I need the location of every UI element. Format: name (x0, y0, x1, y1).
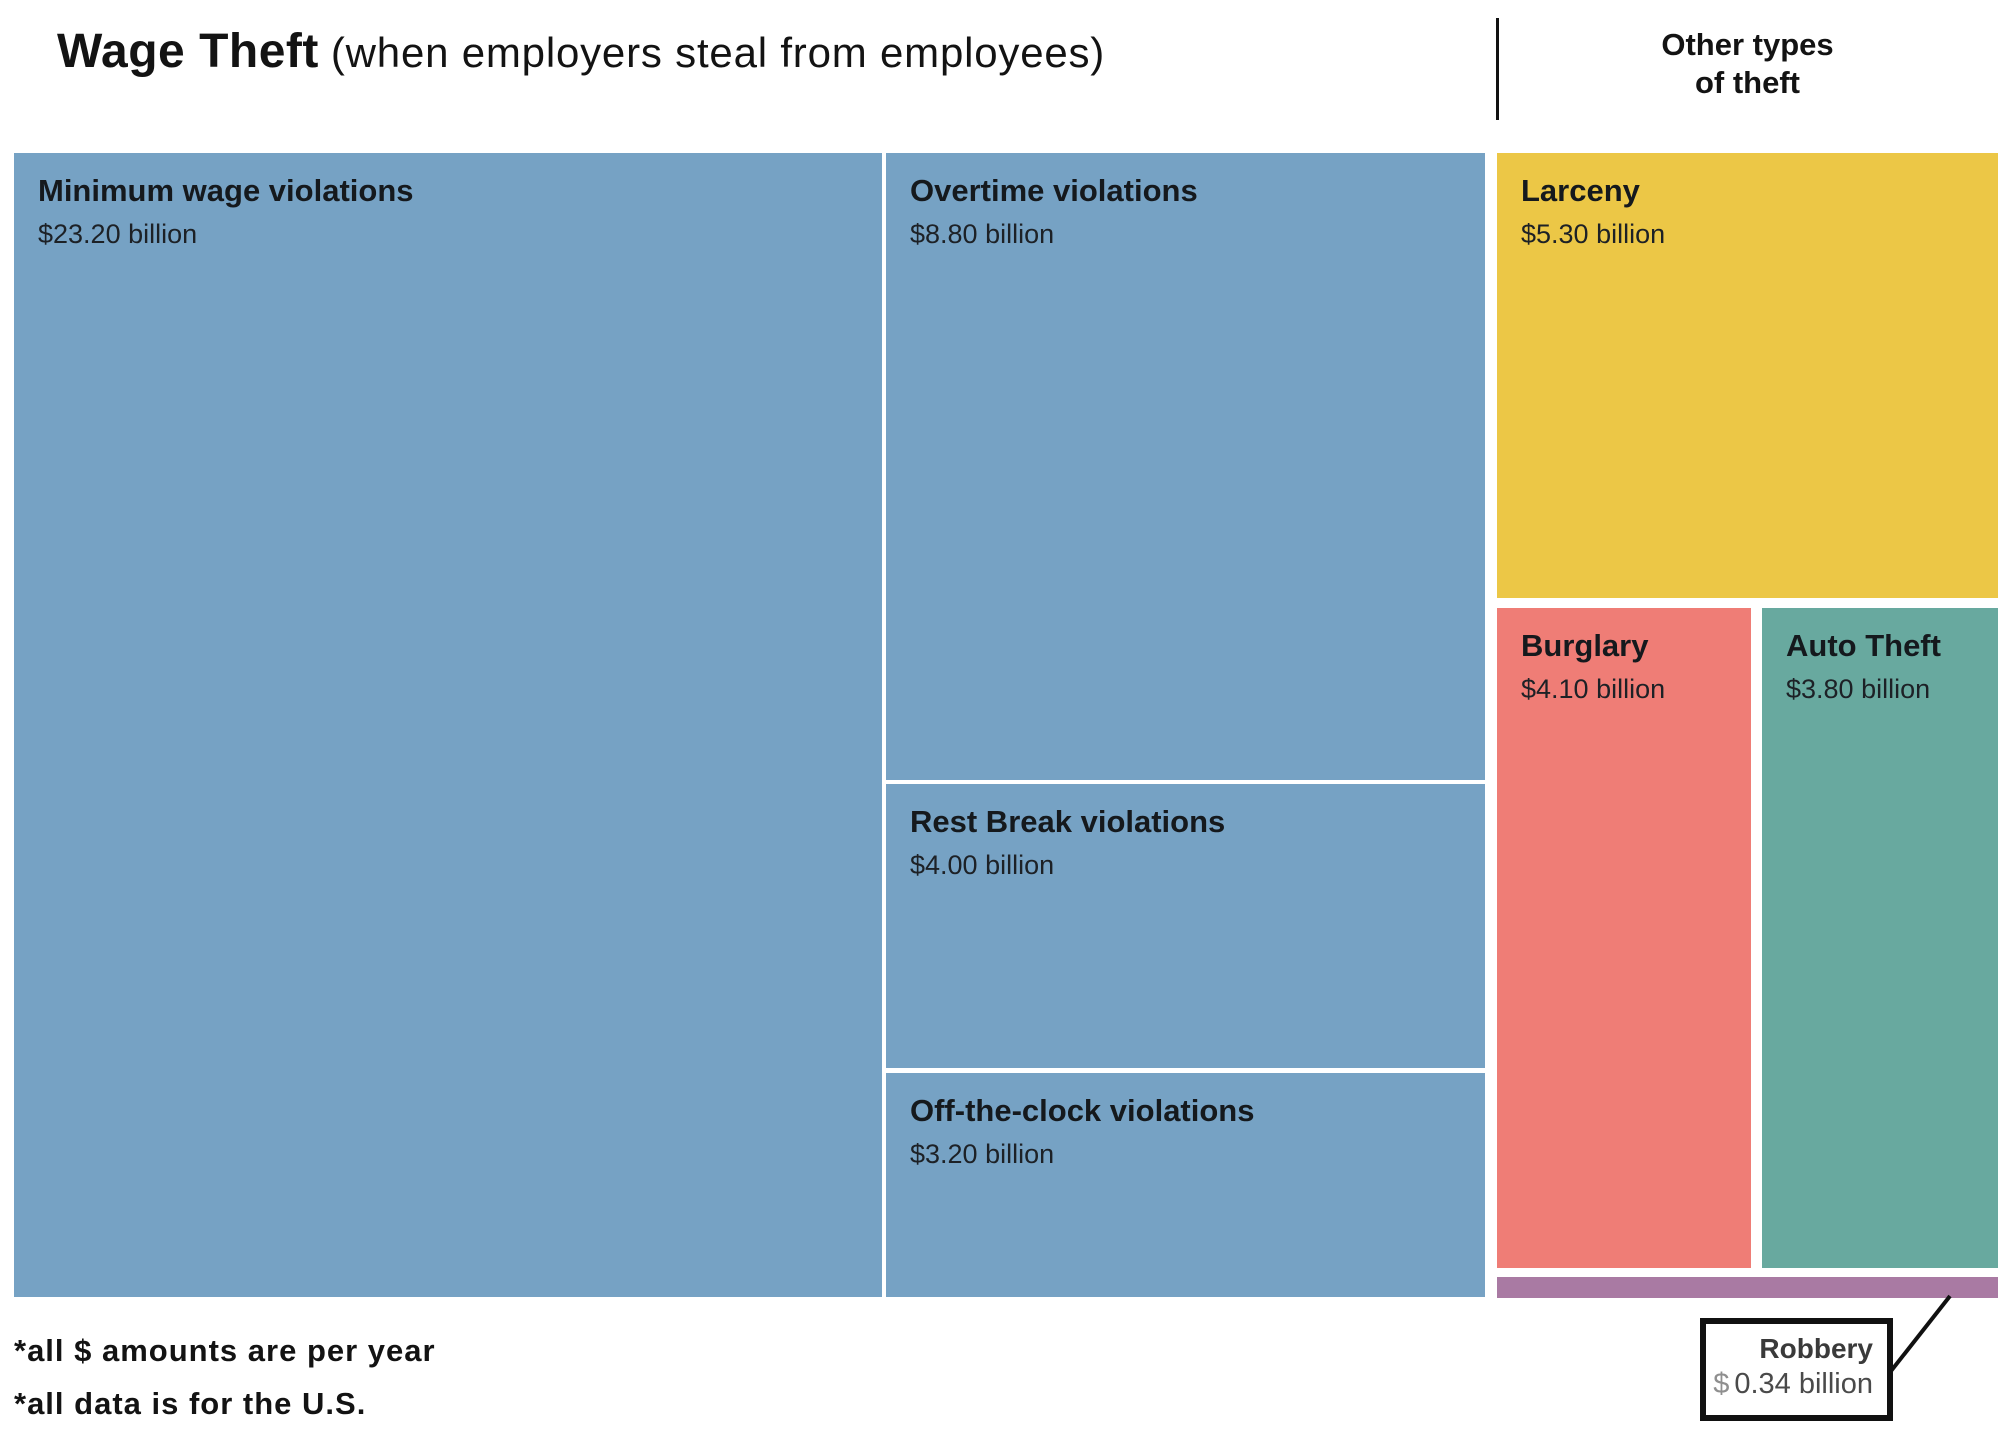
tile-label: Larceny (1521, 173, 1640, 208)
other-theft-title-line1: Other types (1661, 27, 1834, 62)
tile-burglary: Burglary $4.10 billion (1497, 608, 1751, 1268)
tile-rest-break-violations: Rest Break violations $4.00 billion (886, 784, 1485, 1068)
footnote-per-year: *all $ amounts are per year (14, 1333, 436, 1368)
tile-value: $23.20 billion (38, 218, 198, 249)
tile-overtime-violations: Overtime violations $8.80 billion (886, 153, 1485, 780)
other-theft-group-title: Other types of theft (1497, 26, 1998, 102)
tile-value: $8.80 billion (910, 218, 1055, 249)
other-theft-title-line2: of theft (1694, 65, 1801, 100)
tile-label: Overtime violations (910, 173, 1198, 208)
title-main: Wage Theft (57, 25, 319, 78)
tile-auto-theft: Auto Theft $3.80 billion (1762, 608, 1998, 1268)
callout-label: Robbery (1759, 1333, 1873, 1364)
tile-robbery (1497, 1277, 1998, 1298)
tile-value: $3.80 billion (1786, 673, 1931, 704)
title-subtitle: (when employers steal from employees) (330, 29, 1106, 76)
footnotes: *all $ amounts are per year *all data is… (14, 1324, 436, 1430)
callout-currency-sign: $ (1713, 1368, 1730, 1400)
tile-larceny: Larceny $5.30 billion (1497, 153, 1998, 598)
tile-value: $5.30 billion (1521, 218, 1666, 249)
robbery-callout-box: Robbery $0.34 billion (1700, 1318, 1893, 1421)
tile-label: Burglary (1521, 628, 1649, 663)
tile-value: $4.00 billion (910, 849, 1055, 880)
tile-label: Auto Theft (1786, 628, 1941, 663)
tile-label: Off-the-clock violations (910, 1093, 1255, 1128)
page-title: Wage Theft (when employers steal from emp… (57, 24, 1105, 79)
header-divider-line (1496, 18, 1499, 120)
tile-value: $4.10 billion (1521, 673, 1666, 704)
callout-value: $0.34 billion (1706, 1368, 1873, 1401)
callout-amount: 0.34 billion (1734, 1368, 1873, 1400)
tile-minimum-wage-violations: Minimum wage violations $23.20 billion (14, 153, 882, 1297)
tile-label: Minimum wage violations (38, 173, 414, 208)
tile-label: Rest Break violations (910, 804, 1226, 839)
footnote-us-data: *all data is for the U.S. (14, 1386, 367, 1421)
tile-value: $3.20 billion (910, 1138, 1055, 1169)
tile-off-the-clock-violations: Off-the-clock violations $3.20 billion (886, 1073, 1485, 1297)
